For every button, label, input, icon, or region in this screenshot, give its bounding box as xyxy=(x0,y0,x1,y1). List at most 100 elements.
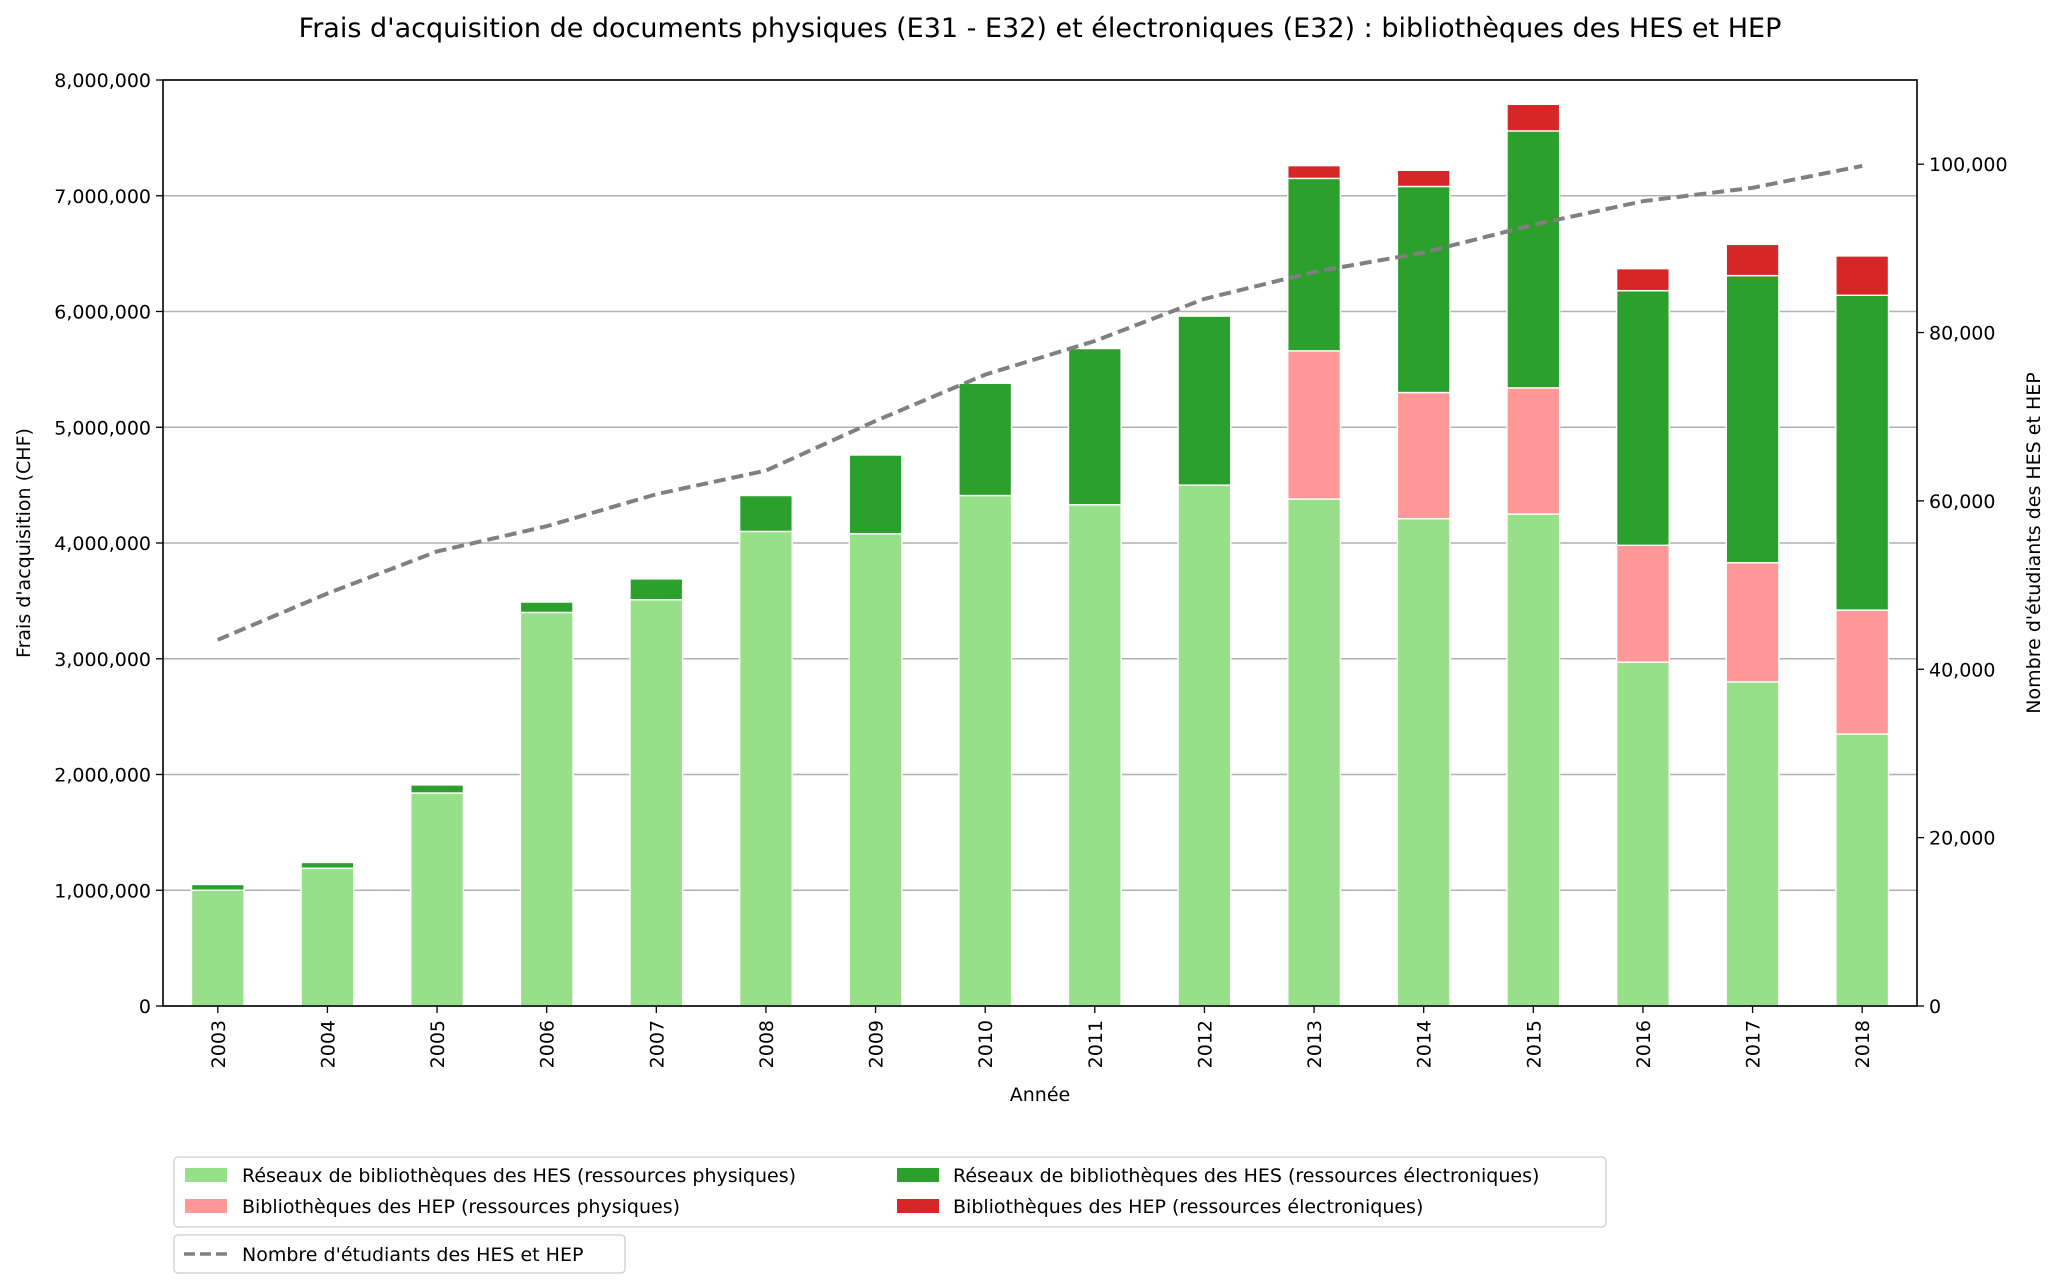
bar-series-0-2012 xyxy=(1177,484,1232,1007)
chart-title: Frais d'acquisition de documents physiqu… xyxy=(299,13,1782,44)
y2-tick-label: 80,000 xyxy=(1929,323,1995,345)
bar-series-2-2004 xyxy=(300,861,355,869)
bar-series-1-2018 xyxy=(1835,609,1890,735)
bar-series-2-2006 xyxy=(519,601,574,614)
bar-series-1-2013 xyxy=(1287,350,1342,500)
legend-swatch-hep-electronic xyxy=(897,1199,939,1213)
x-axis-label: Année xyxy=(1010,1084,1070,1106)
y-tick-label: 7,000,000 xyxy=(54,186,151,208)
y-tick-label: 0 xyxy=(139,996,151,1018)
bar-series-2-2011 xyxy=(1067,347,1122,506)
bar-series-2-2015 xyxy=(1506,130,1561,389)
legend-label-hes-electronic: Réseaux de bibliothèques des HES (ressou… xyxy=(953,1165,1539,1187)
bar-series-2-2005 xyxy=(410,784,465,794)
bar-series-2-2007 xyxy=(629,578,684,601)
bar-series-0-2013 xyxy=(1287,498,1342,1007)
bar-series-0-2004 xyxy=(300,867,355,1007)
bar-series-1-2017 xyxy=(1725,561,1780,683)
bar-series-2-2016 xyxy=(1615,289,1670,547)
bar-series-0-2017 xyxy=(1725,681,1780,1007)
bar-series-2-2013 xyxy=(1287,177,1342,352)
bar-series-3-2016 xyxy=(1615,267,1670,292)
bar-series-2-2008 xyxy=(738,494,793,533)
y2-axis-ticks: 0 20,000 40,000 60,000 80,000 100,000 xyxy=(1917,154,2008,1018)
y2-axis-label: Nombre d'étudiants des HES et HEP xyxy=(2023,372,2045,713)
legend-line: Nombre d'étudiants des HES et HEP xyxy=(173,1234,626,1274)
y2-tick-label: 0 xyxy=(1929,996,1941,1018)
x-tick-label: 2016 xyxy=(1633,1020,1655,1068)
x-tick-label: 2004 xyxy=(317,1020,339,1068)
x-tick-label: 2010 xyxy=(975,1020,997,1068)
bar-series-0-2018 xyxy=(1835,733,1890,1007)
y-axis-label: Frais d'acquisition (CHF) xyxy=(13,428,35,658)
x-tick-label: 2005 xyxy=(427,1020,449,1068)
y-tick-label: 1,000,000 xyxy=(54,880,151,902)
bar-series-3-2017 xyxy=(1725,243,1780,277)
x-tick-label: 2015 xyxy=(1523,1020,1545,1068)
y2-tick-label: 100,000 xyxy=(1929,154,2008,176)
x-tick-label: 2012 xyxy=(1194,1020,1216,1068)
legend-label-hep-electronic: Bibliothèques des HEP (ressources électr… xyxy=(953,1196,1423,1218)
legend-label-students: Nombre d'étudiants des HES et HEP xyxy=(242,1244,583,1266)
x-tick-label: 2006 xyxy=(537,1020,559,1068)
x-tick-label: 2013 xyxy=(1304,1020,1326,1068)
bar-series-3-2013 xyxy=(1287,164,1342,180)
legend-swatch-hes-physical xyxy=(185,1168,227,1182)
bar-series-2-2014 xyxy=(1396,185,1451,394)
students-line xyxy=(217,163,1863,642)
x-tick-label: 2011 xyxy=(1085,1020,1107,1068)
x-tick-label: 2017 xyxy=(1743,1020,1765,1068)
y2-tick-label: 60,000 xyxy=(1929,491,1995,513)
bar-series-1-2015 xyxy=(1506,387,1561,515)
y-tick-label: 5,000,000 xyxy=(54,417,151,439)
y-axis-ticks: 0 1,000,000 2,000,000 3,000,000 4,000,000 5,0… xyxy=(54,70,163,1018)
bar-series-2-2017 xyxy=(1725,274,1780,564)
legend-main: Réseaux de bibliothèques des HES (ressou… xyxy=(173,1156,1607,1228)
y-tick-label: 3,000,000 xyxy=(54,649,151,671)
y-tick-label: 4,000,000 xyxy=(54,533,151,555)
bar-series-0-2006 xyxy=(519,611,574,1007)
bars-layer xyxy=(190,103,1890,1007)
y2-tick-label: 20,000 xyxy=(1929,828,1995,850)
line-layer xyxy=(217,163,1863,642)
bar-series-2-2010 xyxy=(958,382,1013,497)
bar-series-3-2015 xyxy=(1506,103,1561,132)
legend-label-hes-physical: Réseaux de bibliothèques des HES (ressou… xyxy=(242,1165,796,1187)
x-axis-ticks: 2003 2004 2005 2006 2007 2008 2009 2010 2011 2012… xyxy=(208,1006,1874,1068)
bar-series-0-2008 xyxy=(738,530,793,1007)
bar-series-0-2015 xyxy=(1506,513,1561,1007)
legend-line-frame xyxy=(173,1234,626,1274)
bar-series-2-2009 xyxy=(848,454,903,535)
legend-label-hep-physical: Bibliothèques des HEP (ressources physiq… xyxy=(242,1196,680,1218)
bar-series-0-2011 xyxy=(1067,504,1122,1007)
x-tick-label: 2009 xyxy=(866,1020,888,1068)
y-tick-label: 2,000,000 xyxy=(54,765,151,787)
bar-series-1-2014 xyxy=(1396,391,1451,520)
x-tick-label: 2008 xyxy=(756,1020,778,1068)
bar-series-0-2005 xyxy=(410,792,465,1007)
y-tick-label: 6,000,000 xyxy=(54,302,151,324)
bar-series-3-2014 xyxy=(1396,169,1451,188)
bar-series-0-2010 xyxy=(958,494,1013,1007)
bar-series-2-2018 xyxy=(1835,294,1890,611)
y-tick-label: 8,000,000 xyxy=(54,70,151,92)
x-tick-label: 2018 xyxy=(1852,1020,1874,1068)
bar-series-0-2014 xyxy=(1396,517,1451,1007)
bar-series-3-2018 xyxy=(1835,255,1890,296)
x-tick-label: 2014 xyxy=(1414,1020,1436,1068)
y2-tick-label: 40,000 xyxy=(1929,659,1995,681)
bar-series-0-2009 xyxy=(848,533,903,1007)
bar-series-0-2003 xyxy=(190,889,245,1007)
legend-main-frame xyxy=(173,1156,1607,1228)
bar-series-0-2007 xyxy=(629,599,684,1007)
bar-series-0-2016 xyxy=(1615,661,1670,1007)
x-tick-label: 2003 xyxy=(208,1020,230,1068)
legend-swatch-hep-physical xyxy=(185,1199,227,1213)
bar-series-2-2012 xyxy=(1177,315,1232,486)
bar-series-1-2016 xyxy=(1615,544,1670,663)
legend-swatch-hes-electronic xyxy=(897,1168,939,1182)
bar-series-2-2003 xyxy=(190,883,245,891)
x-tick-label: 2007 xyxy=(646,1020,668,1068)
